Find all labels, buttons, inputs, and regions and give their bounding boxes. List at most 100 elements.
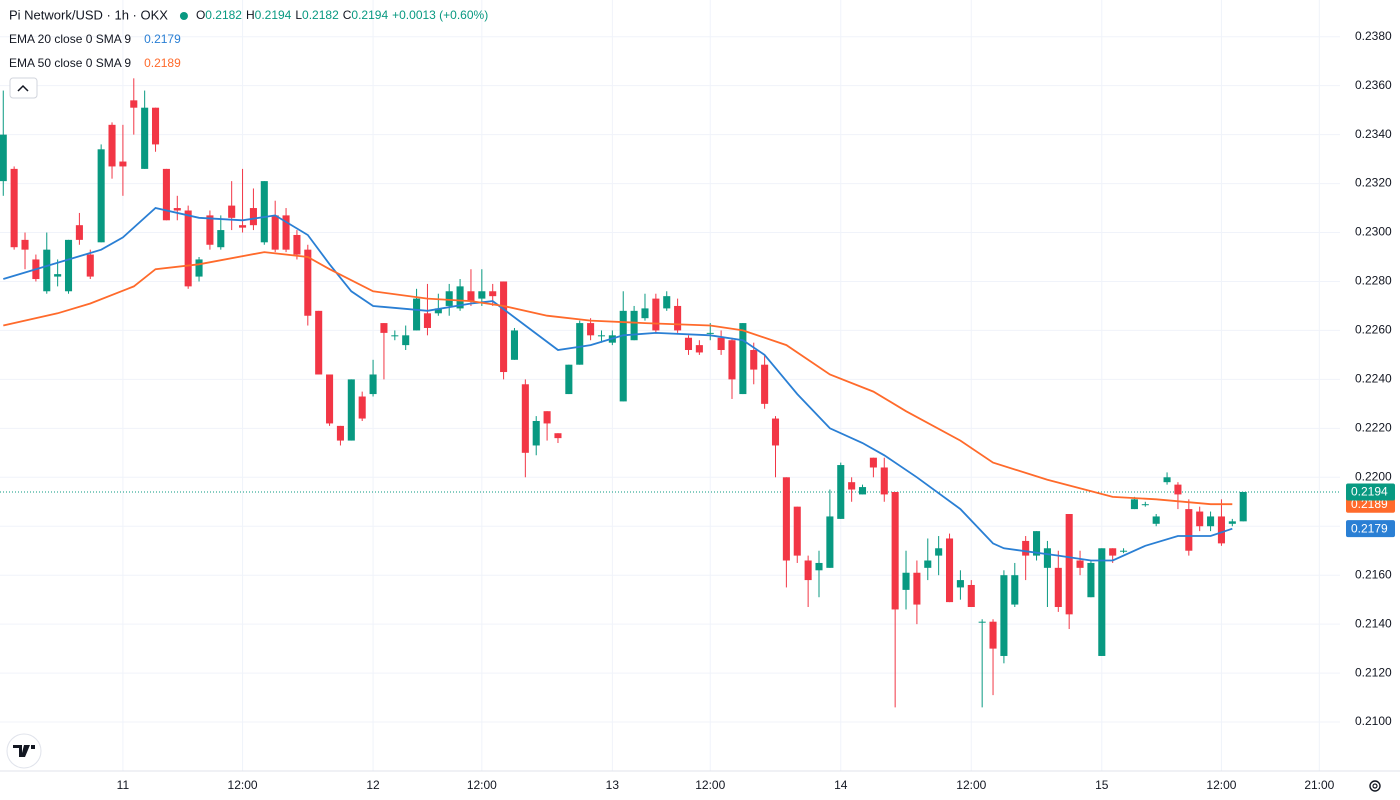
ema-line <box>3 251 1233 506</box>
candle-body <box>663 296 671 309</box>
candle-body <box>1152 516 1160 524</box>
candle-body <box>64 239 73 292</box>
candle-body <box>891 491 899 610</box>
candle-body <box>206 215 214 245</box>
candle-body <box>739 323 747 395</box>
candle-body <box>619 310 627 402</box>
x-tick-label: 12:00 <box>228 778 258 792</box>
candle-body <box>706 332 714 334</box>
ema-price-tag-bg <box>1346 520 1395 538</box>
candle-body <box>97 149 105 243</box>
candle-body <box>260 181 268 243</box>
collapse-button[interactable] <box>9 77 38 99</box>
candle-body <box>924 560 932 568</box>
x-tick-label: 12 <box>366 778 380 792</box>
y-tick-label: 0.2100 <box>1355 714 1392 728</box>
candle-body <box>228 205 236 218</box>
x-tick-label: 15 <box>1095 778 1109 792</box>
y-tick-label: 0.2140 <box>1355 616 1392 630</box>
candle-body <box>489 291 497 297</box>
candle-body <box>1228 521 1236 524</box>
candle-body <box>1076 560 1084 568</box>
candle-body <box>967 584 975 608</box>
ema-price-tag: 0.2179 <box>1351 521 1388 535</box>
ohlc-value: 0.2182 <box>205 8 242 22</box>
candle-body <box>1033 531 1041 556</box>
y-tick-label: 0.2340 <box>1355 127 1392 141</box>
candle-body <box>239 225 247 228</box>
candle-body <box>184 210 192 287</box>
candle-body <box>217 230 225 248</box>
candle-body <box>717 337 725 351</box>
candle-body <box>423 313 431 328</box>
candle-body <box>1207 516 1215 527</box>
y-tick-label: 0.2360 <box>1355 78 1392 92</box>
candle-body <box>358 396 366 419</box>
ohlc-label: H <box>246 8 255 22</box>
candle-body <box>413 298 421 331</box>
plot <box>0 78 1247 708</box>
candle-body <box>1185 509 1193 551</box>
candle-body <box>576 323 584 365</box>
tradingview-logo[interactable] <box>6 733 42 769</box>
candle-body <box>75 225 83 240</box>
ema-line <box>3 207 1233 562</box>
candle-body <box>282 215 290 250</box>
candle-body <box>315 310 323 375</box>
candle-body <box>271 215 279 250</box>
candle-body <box>380 323 388 333</box>
candle-body <box>771 418 780 446</box>
candle-body <box>804 560 812 581</box>
candle-body <box>793 506 801 556</box>
x-tick-label: 12:00 <box>1206 778 1236 792</box>
candle-body <box>141 107 149 169</box>
candle-body <box>43 249 51 292</box>
candle-body <box>848 482 856 490</box>
x-tick-label: 21:00 <box>1304 778 1334 792</box>
candle-body <box>554 433 562 439</box>
candle-body <box>880 467 888 495</box>
candle-body <box>152 107 160 145</box>
legend-name: EMA 20 close 0 SMA 9 <box>9 32 131 46</box>
last-price-tag-bg <box>1346 483 1395 501</box>
x-tick-label: 11 <box>117 778 130 792</box>
candle-body <box>510 330 518 360</box>
candle-body <box>837 465 845 519</box>
settings-icon[interactable] <box>1369 780 1381 792</box>
y-tick-label: 0.2200 <box>1355 469 1392 483</box>
candle-body <box>728 340 736 380</box>
candle-body <box>1217 516 1225 544</box>
candle-body <box>1196 511 1204 527</box>
candle-body <box>1163 477 1171 483</box>
candle-body <box>869 457 877 468</box>
candle-body <box>162 168 170 221</box>
legend-name: EMA 50 close 0 SMA 9 <box>9 56 131 70</box>
ohlc-value: 0.2194 <box>255 8 292 22</box>
candle-body <box>587 323 595 336</box>
x-tick-label: 13 <box>606 778 620 792</box>
legend-value: 0.2179 <box>144 32 181 46</box>
candle-body <box>1054 567 1062 608</box>
candle-body <box>86 254 94 277</box>
candle-body <box>761 364 769 404</box>
ohlc-label: L <box>295 8 302 22</box>
candle-body <box>630 310 638 341</box>
candle-body <box>826 516 834 568</box>
candle-body <box>1022 540 1030 556</box>
candle-body <box>336 425 344 441</box>
candle-body <box>434 308 442 314</box>
candle-body <box>54 274 62 277</box>
candle-body <box>130 100 138 108</box>
candle-body <box>500 281 508 373</box>
y-tick-label: 0.2120 <box>1355 665 1392 679</box>
x-tick-label: 12:00 <box>467 778 497 792</box>
candle-body <box>10 168 18 248</box>
candle-body <box>456 286 464 309</box>
candle-body <box>1098 548 1106 656</box>
candle-body <box>108 124 116 167</box>
candle-body <box>652 298 660 331</box>
y-tick-label: 0.2380 <box>1355 29 1392 43</box>
candle-body <box>641 308 649 319</box>
